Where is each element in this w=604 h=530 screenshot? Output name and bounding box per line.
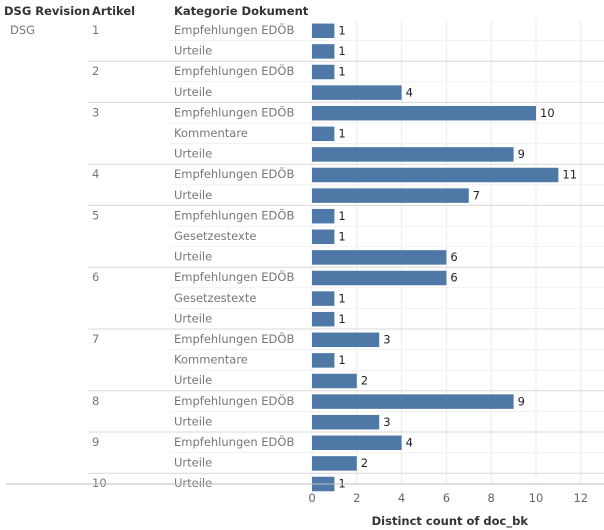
kategorie-label: Urteile [174, 311, 212, 325]
value-label: 1 [338, 24, 345, 38]
kategorie-label: Urteile [174, 147, 212, 161]
value-label: 10 [540, 106, 555, 120]
kategorie-label: Urteile [174, 188, 212, 202]
bar [312, 435, 402, 451]
x-tick-label: 2 [353, 491, 360, 505]
value-label: 9 [518, 147, 525, 161]
kategorie-label: Urteile [174, 456, 212, 470]
kategorie-label: Empfehlungen EDÖB [174, 21, 294, 37]
kategorie-label: Kommentare [174, 126, 248, 140]
value-label: 3 [383, 333, 390, 347]
row-labels: 1 Empfehlungen EDÖB 1 Urteile 1 2 Empfehlungen… [92, 21, 577, 491]
value-label: 1 [338, 209, 345, 223]
bar [312, 44, 335, 59]
x-tick-label: 12 [573, 491, 588, 505]
bar [312, 167, 559, 183]
bar [312, 311, 335, 327]
artikel-label: 10 [92, 476, 107, 490]
x-axis-title: Distinct count of doc_bk [372, 514, 529, 529]
artikel-label: 8 [92, 394, 99, 408]
bar [312, 270, 447, 286]
kategorie-label: Empfehlungen EDÖB [174, 330, 294, 346]
bars [312, 23, 559, 492]
bar [312, 147, 514, 162]
bar [312, 332, 380, 348]
kategorie-label: Kommentare [174, 353, 248, 367]
bar [312, 105, 536, 121]
value-label: 4 [406, 436, 413, 450]
x-axis-ticks: 0 2 4 6 8 10 12 [308, 491, 588, 505]
kategorie-label: Urteile [174, 44, 212, 58]
value-label: 1 [338, 65, 345, 79]
artikel-label: 1 [92, 23, 99, 37]
bar [312, 414, 380, 430]
value-label: 1 [338, 127, 345, 141]
group-separators [88, 40, 604, 474]
value-label: 9 [518, 394, 525, 408]
kategorie-label: Empfehlungen EDÖB [174, 433, 294, 449]
artikel-label: 5 [92, 208, 99, 222]
value-label: 3 [383, 415, 390, 429]
revision-label: DSG [10, 23, 35, 37]
header-kategorie: Kategorie Dokument [174, 4, 309, 18]
artikel-label: 2 [92, 64, 99, 78]
bar [312, 394, 514, 409]
kategorie-label: Urteile [174, 85, 212, 99]
value-label: 1 [338, 291, 345, 305]
x-tick-label: 8 [488, 491, 495, 505]
bar [312, 85, 402, 100]
bar [312, 250, 447, 265]
kategorie-label: Gesetzestexte [174, 291, 256, 305]
kategorie-label: Empfehlungen EDÖB [174, 268, 294, 284]
bar [312, 208, 335, 224]
bar [312, 353, 335, 368]
x-tick-label: 6 [443, 491, 450, 505]
value-label: 4 [406, 85, 413, 99]
kategorie-label: Empfehlungen EDÖB [174, 165, 294, 181]
x-tick-label: 4 [398, 491, 405, 505]
value-label: 6 [450, 250, 457, 264]
value-label: 6 [450, 271, 457, 285]
kategorie-label: Empfehlungen EDÖB [174, 62, 294, 78]
kategorie-label: Urteile [174, 476, 212, 490]
value-label: 1 [338, 44, 345, 58]
bar [312, 64, 335, 80]
value-label: 2 [361, 374, 368, 388]
bar [312, 373, 357, 389]
kategorie-label: Urteile [174, 373, 212, 387]
kategorie-label: Empfehlungen EDÖB [174, 103, 294, 119]
kategorie-label: Urteile [174, 250, 212, 264]
value-label: 7 [473, 188, 480, 202]
value-label: 1 [338, 353, 345, 367]
bar [312, 229, 335, 245]
bar [312, 291, 335, 306]
bar [312, 456, 357, 471]
artikel-label: 9 [92, 435, 99, 449]
header-revision: DSG Revision [4, 4, 90, 18]
value-label: 1 [338, 230, 345, 244]
kategorie-label: Gesetzestexte [174, 229, 256, 243]
x-tick-label: 0 [308, 491, 315, 505]
artikel-label: 6 [92, 270, 99, 284]
kategorie-label: Empfehlungen EDÖB [174, 392, 294, 408]
artikel-label: 4 [92, 167, 99, 181]
kategorie-label: Empfehlungen EDÖB [174, 206, 294, 222]
value-label: 11 [562, 168, 577, 182]
kategorie-label: Urteile [174, 414, 212, 428]
artikel-label: 7 [92, 332, 99, 346]
bar [312, 23, 335, 39]
artikel-label: 3 [92, 105, 99, 119]
x-tick-label: 10 [529, 491, 544, 505]
bar [312, 126, 335, 142]
value-label: 2 [361, 456, 368, 470]
value-label: 1 [338, 312, 345, 326]
bar [312, 188, 469, 203]
header-artikel: Artikel [92, 4, 135, 18]
